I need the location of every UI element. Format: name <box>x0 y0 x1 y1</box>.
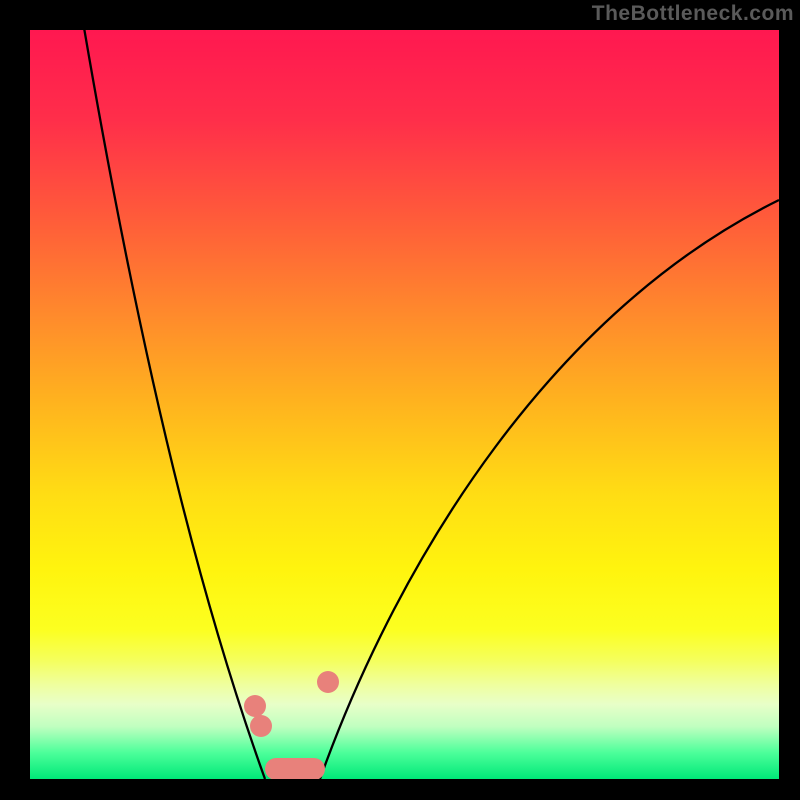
chart-stage: TheBottleneck.com <box>0 0 800 800</box>
chart-background <box>0 0 800 800</box>
watermark-text: TheBottleneck.com <box>592 2 794 26</box>
plot-area <box>30 30 779 779</box>
